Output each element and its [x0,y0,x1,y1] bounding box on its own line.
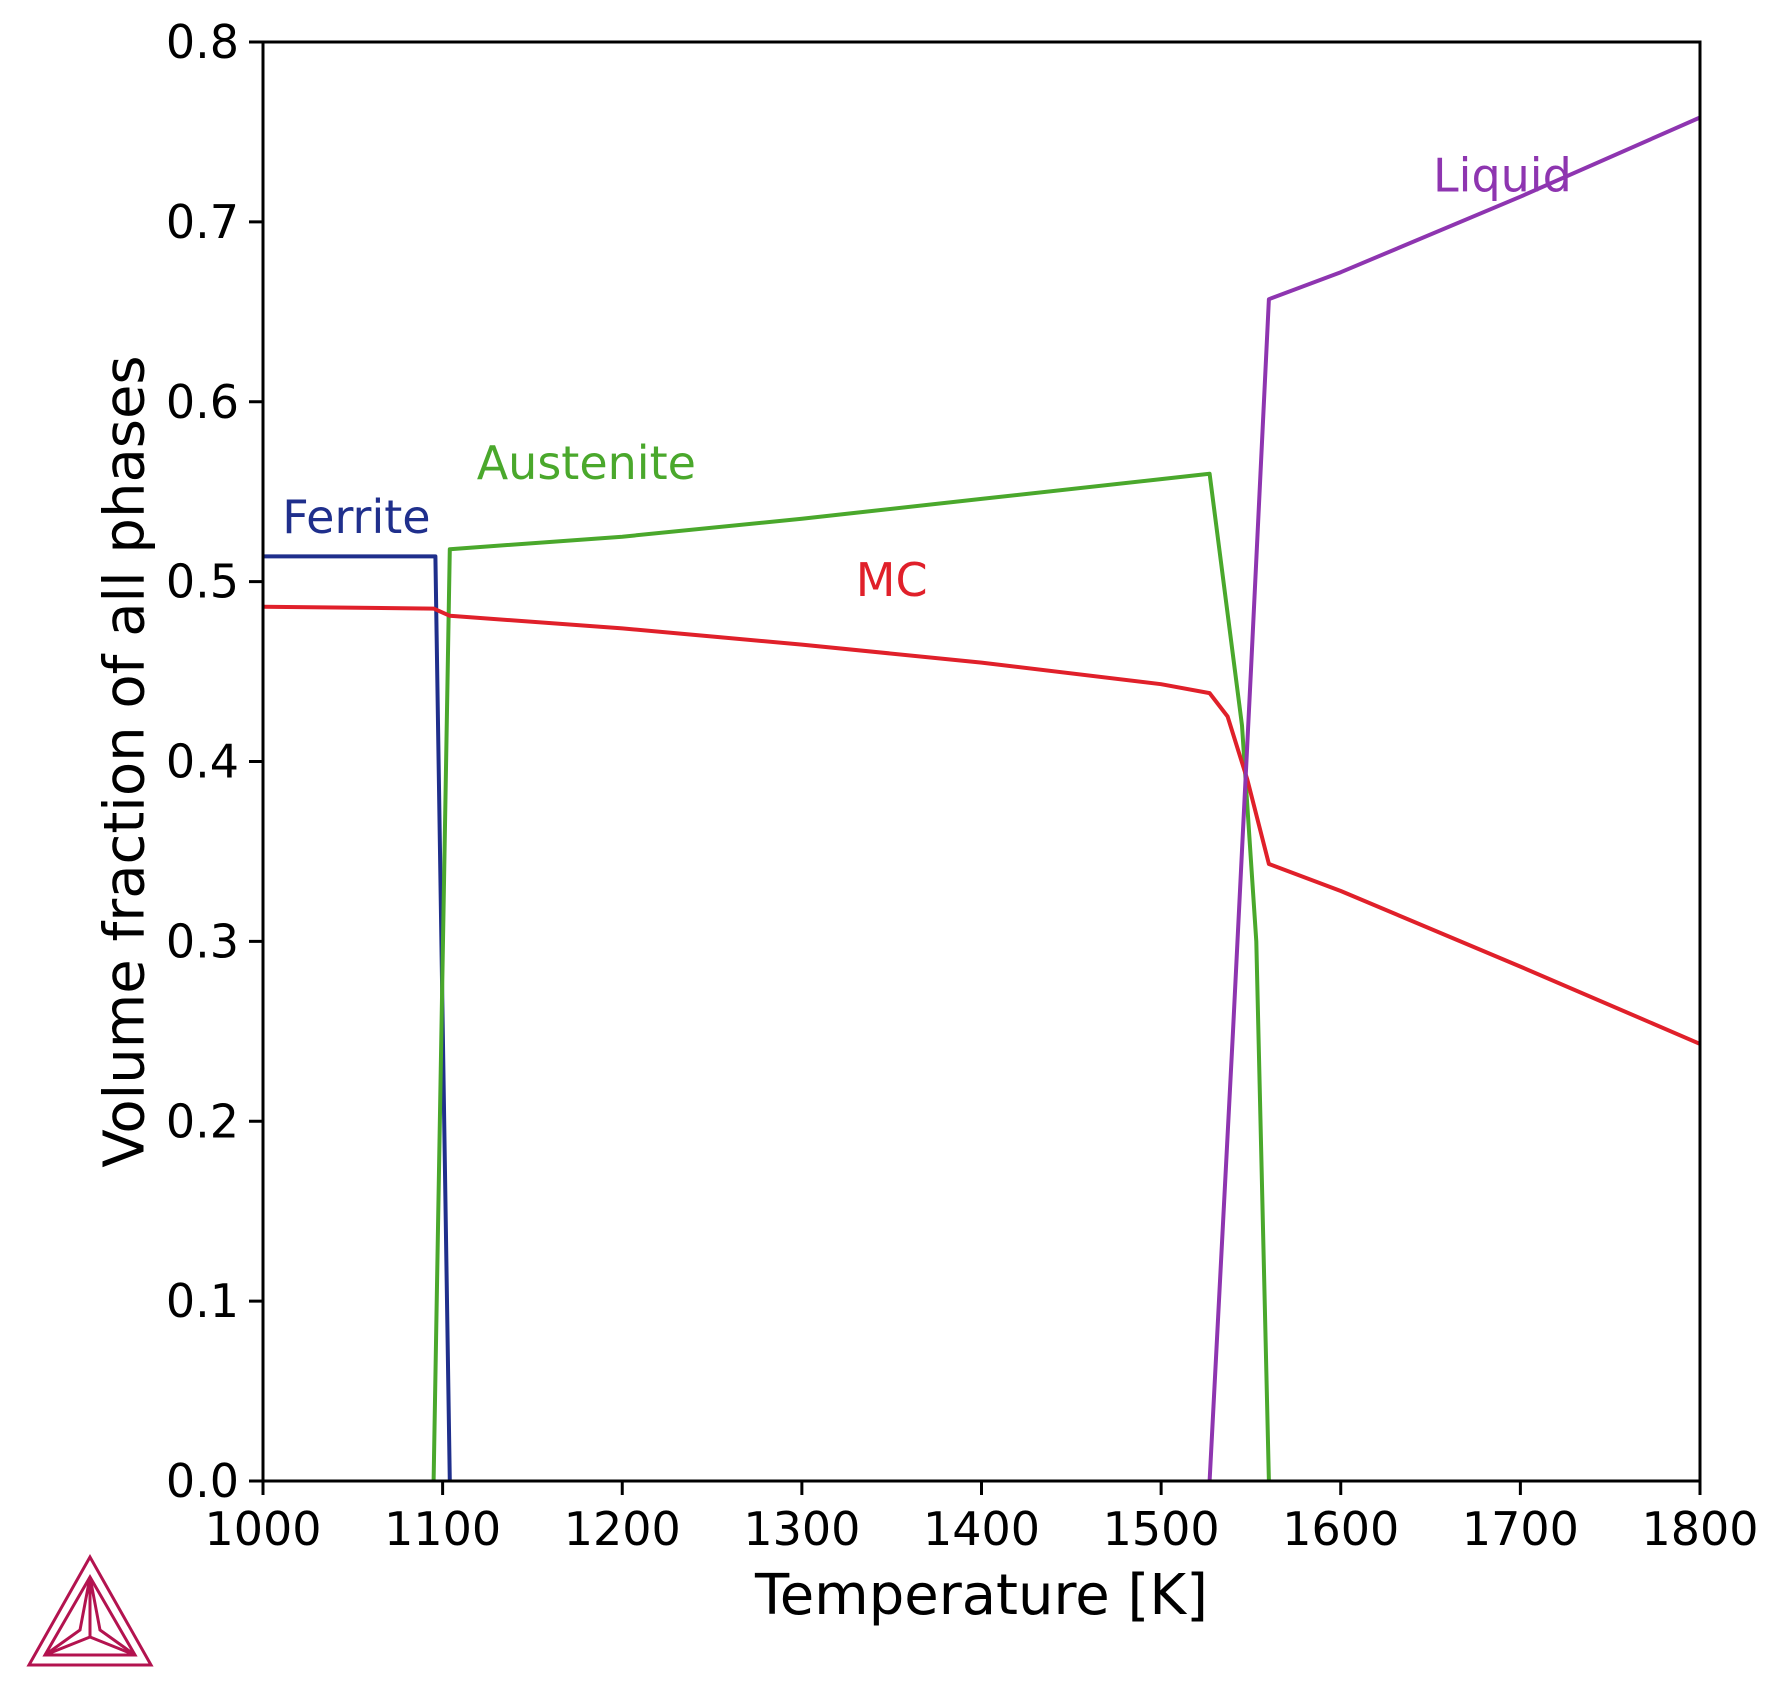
series-label-mc: MC [856,553,928,607]
x-tick-label: 1600 [1282,1502,1399,1556]
y-axis-title: Volume fraction of all phases [93,355,158,1167]
y-tick-label: 0.2 [166,1094,239,1148]
series-line-mc [262,604,1701,1046]
x-tick-label: 1300 [743,1502,860,1556]
y-tick-label: 0.7 [166,195,239,249]
series-line-liquid [1207,115,1701,1482]
x-tick-label: 1000 [204,1502,321,1556]
triangle-logo-icon [26,1553,154,1667]
x-tick-label: 1800 [1641,1502,1758,1556]
y-tick-label: 0.0 [166,1454,239,1508]
labels-layer: Ferrite Austenite MC Liquid [282,148,1572,607]
y-tick-label: 0.1 [166,1274,239,1328]
plot-frame [261,40,1702,1483]
x-tick-label: 1400 [923,1502,1040,1556]
series-layer [262,115,1701,1482]
series-line-ferrite [263,554,452,1482]
x-tick-label: 1500 [1103,1502,1220,1556]
x-tick-label: 1100 [384,1502,501,1556]
series-label-liquid: Liquid [1433,148,1572,202]
series-label-ferrite: Ferrite [282,490,430,544]
y-tick-label: 0.4 [166,735,239,789]
series-label-austenite: Austenite [477,436,696,490]
x-axis-title: Temperature [K] [754,1563,1208,1628]
y-tick-label: 0.5 [166,555,239,609]
ticks-layer: 1000 1100 1200 1300 1400 1500 1600 1700 1800 0.0 0… [166,15,1759,1556]
y-tick-label: 0.3 [166,914,239,968]
y-tick-label: 0.8 [166,15,239,69]
x-tick-label: 1700 [1462,1502,1579,1556]
x-tick-label: 1200 [564,1502,681,1556]
series-line-austenite [431,471,1271,1482]
y-tick-label: 0.6 [166,375,239,429]
